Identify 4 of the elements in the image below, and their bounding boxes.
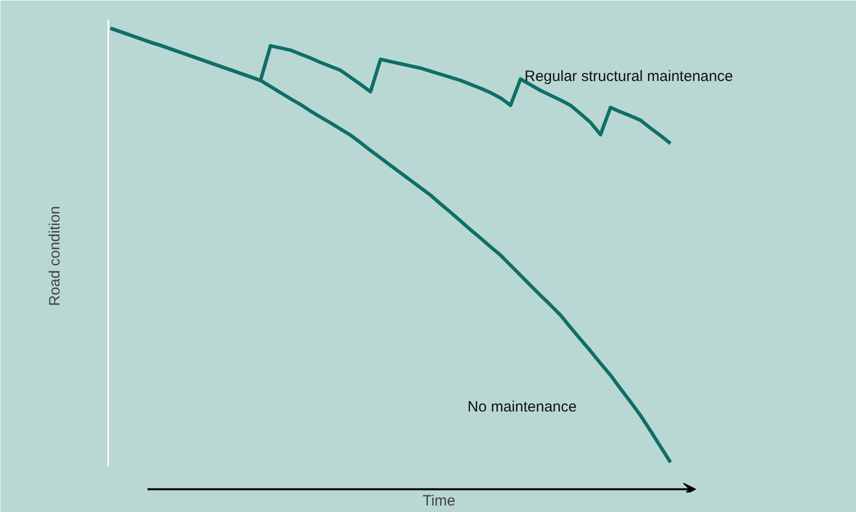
- series-label: Regular structural maintenance: [524, 68, 733, 85]
- y-axis-title: Road condition: [46, 206, 64, 306]
- x-axis-title: Time: [422, 492, 456, 510]
- text: No maintenance: [468, 398, 577, 416]
